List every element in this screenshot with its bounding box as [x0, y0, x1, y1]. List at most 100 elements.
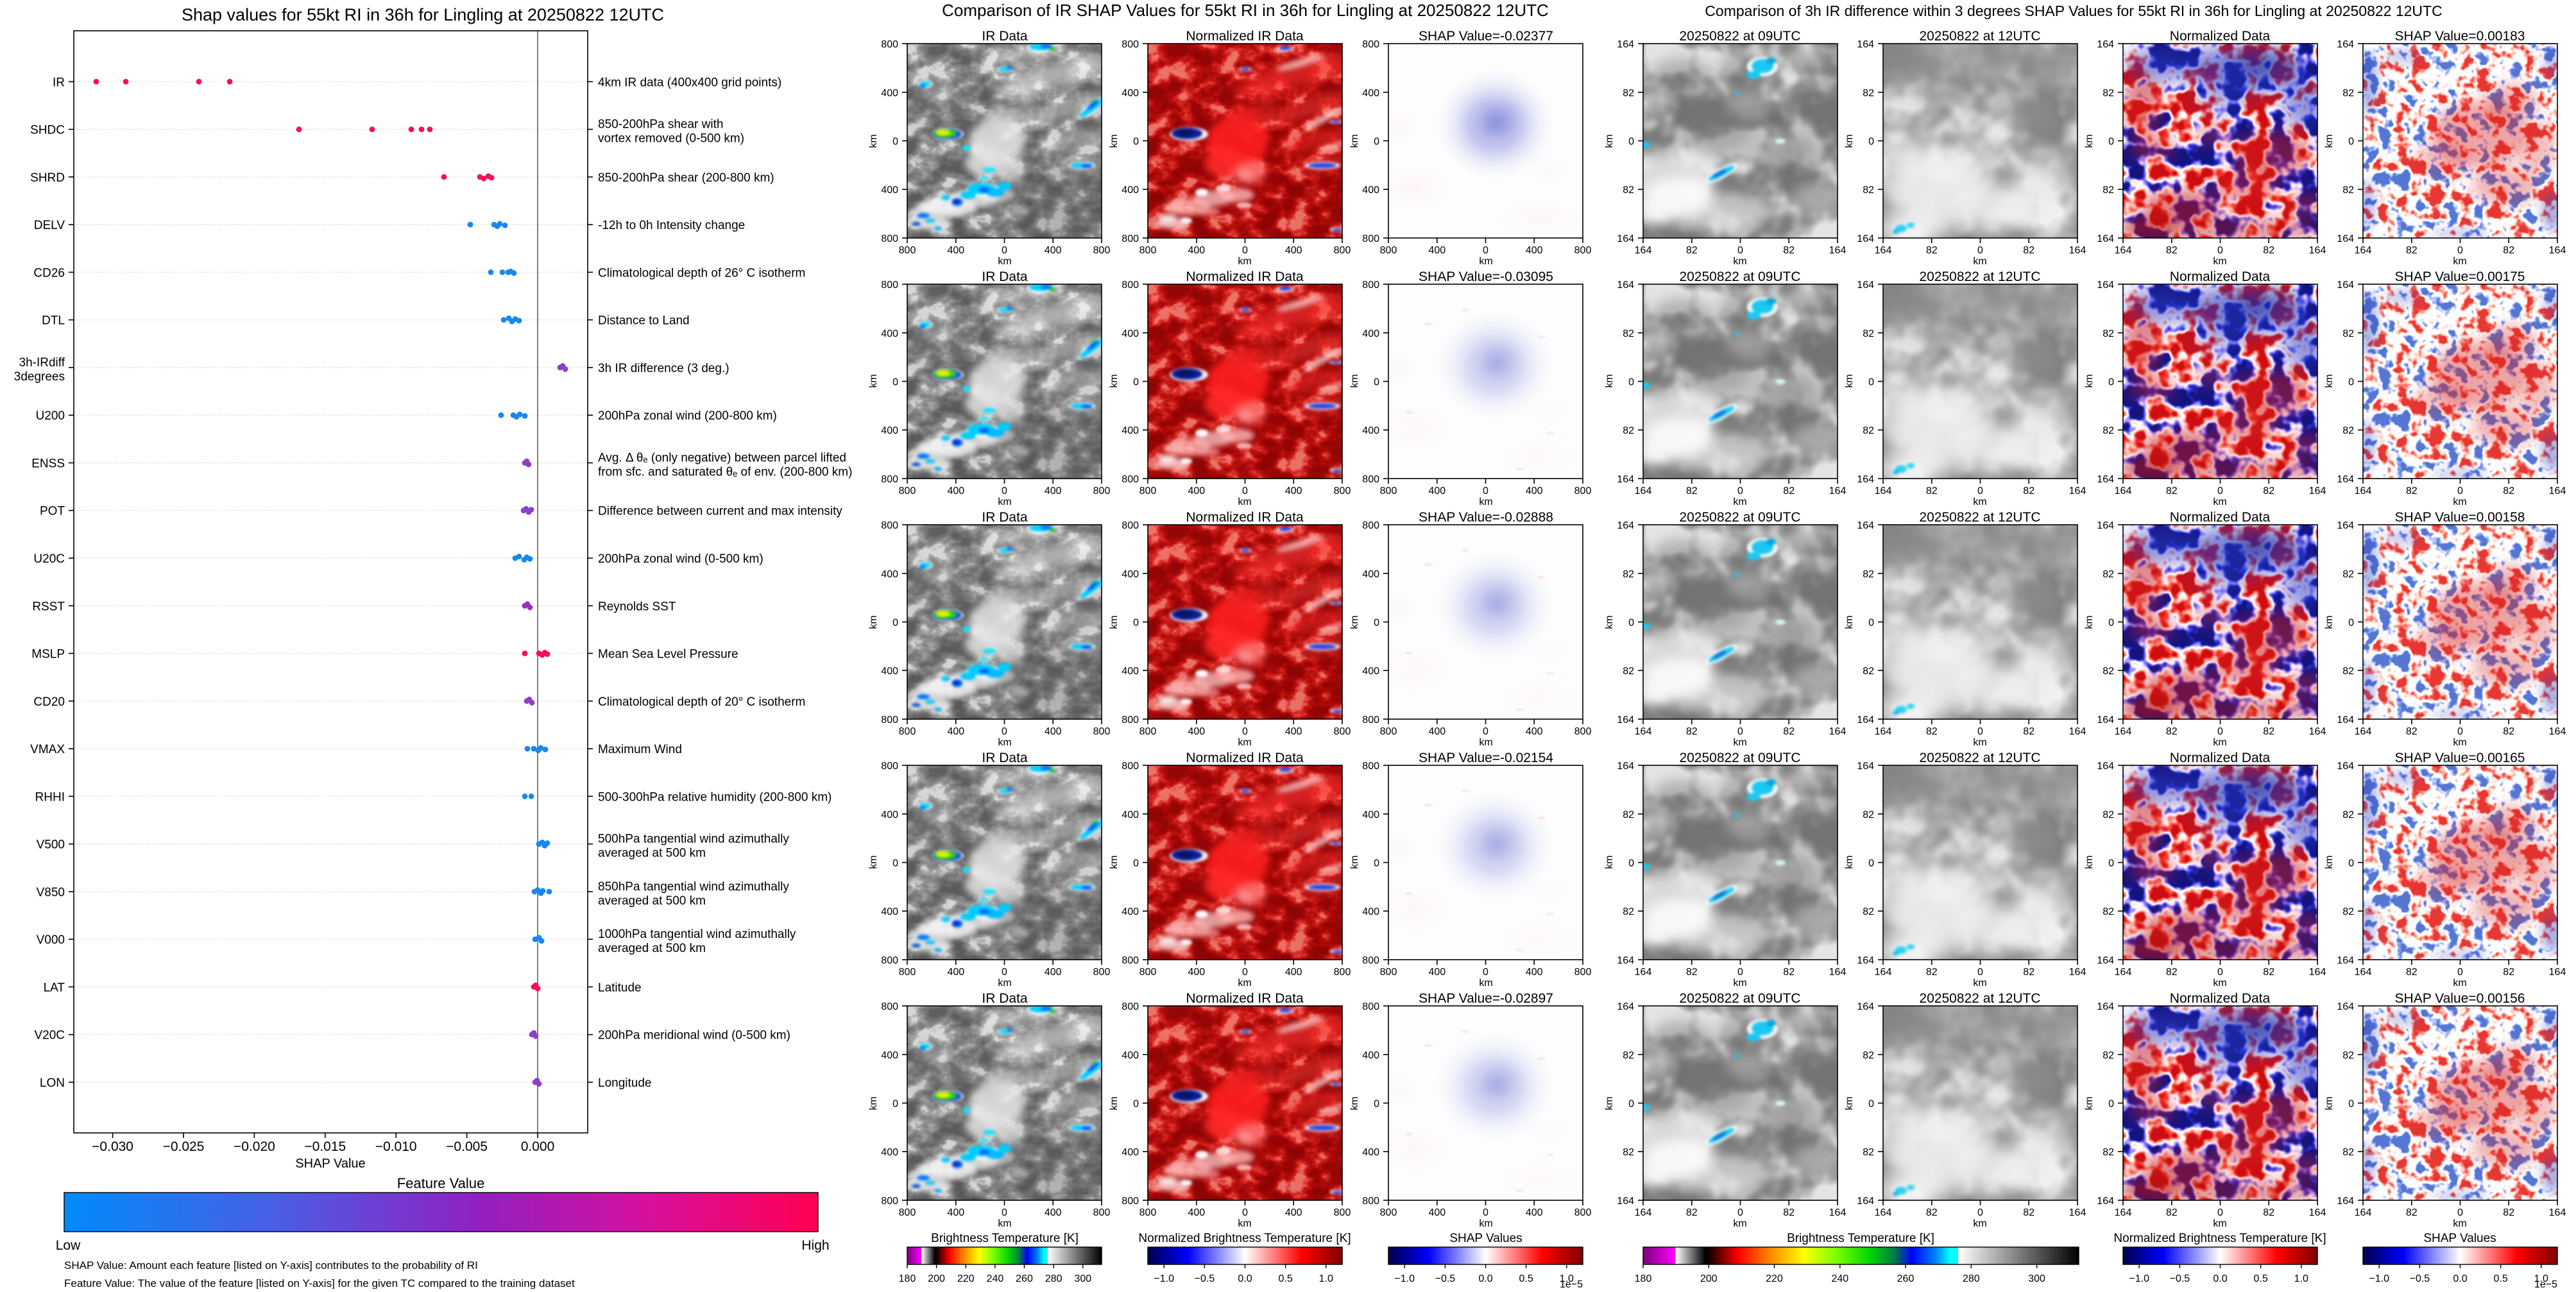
svg-text:km: km [1109, 134, 1120, 148]
svg-text:km: km [1109, 855, 1120, 869]
svg-text:km: km [1733, 1218, 1746, 1229]
svg-text:Difference between current and: Difference between current and max inten… [598, 505, 842, 518]
svg-text:82: 82 [1863, 88, 1874, 99]
svg-text:82: 82 [1623, 88, 1634, 99]
svg-text:0.0: 0.0 [1478, 1273, 1492, 1284]
svg-text:IR Data: IR Data [982, 751, 1028, 765]
svg-text:0: 0 [1002, 245, 1007, 256]
svg-text:82: 82 [2263, 1207, 2274, 1218]
svg-text:82: 82 [1926, 245, 1938, 256]
svg-text:200hPa zonal wind (200-800 km): 200hPa zonal wind (200-800 km) [598, 409, 777, 423]
svg-text:164: 164 [2115, 245, 2132, 256]
svg-text:km: km [1733, 978, 1746, 989]
svg-text:82: 82 [1926, 1207, 1938, 1218]
svg-text:82: 82 [2503, 726, 2514, 737]
svg-text:400: 400 [1122, 666, 1139, 677]
svg-text:400: 400 [1285, 726, 1302, 737]
svg-text:km: km [2453, 978, 2466, 989]
svg-text:164: 164 [2309, 726, 2326, 737]
svg-text:0: 0 [1868, 137, 1874, 148]
svg-text:High: High [801, 1238, 829, 1253]
svg-text:800: 800 [1122, 280, 1139, 291]
svg-text:400: 400 [881, 666, 898, 677]
svg-text:400: 400 [1526, 1207, 1543, 1218]
svg-text:0: 0 [892, 618, 898, 629]
svg-text:km: km [2324, 134, 2335, 148]
svg-text:3h-IRdiff: 3h-IRdiff [19, 356, 65, 370]
svg-text:800: 800 [1122, 1001, 1139, 1012]
svg-text:400: 400 [1526, 245, 1543, 256]
svg-text:km: km [2453, 256, 2466, 267]
svg-text:300: 300 [2028, 1273, 2045, 1284]
svg-text:164: 164 [1829, 245, 1847, 256]
svg-text:0: 0 [1483, 1207, 1488, 1218]
svg-text:280: 280 [1045, 1273, 1062, 1284]
svg-text:km: km [1844, 374, 1855, 387]
svg-text:Climatological depth of 26° C: Climatological depth of 26° C isotherm [598, 266, 805, 280]
svg-text:82: 82 [2103, 666, 2114, 677]
svg-text:1.0: 1.0 [2294, 1273, 2308, 1284]
svg-text:800: 800 [1139, 486, 1157, 497]
svg-text:164: 164 [2069, 245, 2086, 256]
svg-text:164: 164 [1617, 1001, 1634, 1012]
svg-text:400: 400 [1362, 88, 1379, 99]
svg-text:0.5: 0.5 [1519, 1273, 1533, 1284]
svg-text:82: 82 [2103, 88, 2114, 99]
svg-text:800: 800 [1093, 1207, 1111, 1218]
svg-text:82: 82 [2263, 486, 2274, 497]
svg-text:km: km [2324, 855, 2335, 869]
svg-text:1000hPa tangential wind azimut: 1000hPa tangential wind azimuthally [598, 928, 796, 941]
svg-text:164: 164 [1617, 39, 1634, 50]
svg-text:82: 82 [2406, 967, 2418, 978]
svg-text:400: 400 [1285, 245, 1302, 256]
svg-text:800: 800 [1122, 761, 1139, 772]
svg-text:0: 0 [1002, 967, 1007, 978]
svg-text:0: 0 [2217, 245, 2223, 256]
svg-text:0: 0 [1628, 858, 1634, 869]
svg-text:82: 82 [2023, 967, 2034, 978]
svg-text:400: 400 [881, 569, 898, 580]
svg-text:0: 0 [1868, 858, 1874, 869]
svg-text:km: km [1733, 256, 1746, 267]
svg-text:164: 164 [2337, 234, 2354, 244]
svg-text:800: 800 [1139, 967, 1157, 978]
svg-text:POT: POT [40, 505, 65, 518]
svg-text:20250822 at 09UTC: 20250822 at 09UTC [1679, 991, 1800, 1006]
svg-text:800: 800 [881, 1001, 898, 1012]
svg-text:164: 164 [1635, 726, 1652, 737]
svg-text:km: km [2084, 1096, 2095, 1110]
svg-text:800: 800 [1362, 520, 1379, 531]
svg-text:km: km [1349, 1096, 1360, 1110]
svg-text:82: 82 [2166, 726, 2178, 737]
svg-text:400: 400 [1122, 906, 1139, 917]
svg-text:800: 800 [899, 726, 916, 737]
svg-text:800: 800 [1122, 955, 1139, 966]
svg-text:km: km [1733, 497, 1746, 507]
svg-text:800: 800 [1122, 39, 1139, 50]
svg-text:164: 164 [1875, 245, 1892, 256]
svg-text:km: km [2453, 497, 2466, 507]
svg-text:−0.5: −0.5 [2410, 1273, 2430, 1284]
svg-text:Normalized Data: Normalized Data [2170, 510, 2271, 525]
svg-text:82: 82 [1623, 1050, 1634, 1061]
svg-text:km: km [2084, 855, 2095, 869]
svg-text:20250822 at 12UTC: 20250822 at 12UTC [1919, 510, 2040, 525]
svg-text:164: 164 [1875, 486, 1892, 497]
svg-text:km: km [1238, 1218, 1251, 1229]
svg-text:164: 164 [2069, 1207, 2086, 1218]
svg-text:400: 400 [1362, 328, 1379, 339]
svg-text:82: 82 [2166, 245, 2178, 256]
svg-text:82: 82 [1686, 1207, 1698, 1218]
svg-text:82: 82 [2166, 967, 2178, 978]
svg-text:82: 82 [1783, 245, 1795, 256]
svg-text:400: 400 [1122, 810, 1139, 820]
svg-text:82: 82 [1863, 1147, 1874, 1158]
svg-text:164: 164 [2337, 761, 2354, 772]
svg-text:MSLP: MSLP [31, 648, 65, 661]
svg-text:800: 800 [881, 520, 898, 531]
svg-text:82: 82 [1783, 486, 1795, 497]
svg-text:82: 82 [1623, 906, 1634, 917]
svg-text:km: km [1973, 737, 1986, 748]
svg-text:164: 164 [2097, 474, 2114, 485]
svg-text:400: 400 [1122, 88, 1139, 99]
